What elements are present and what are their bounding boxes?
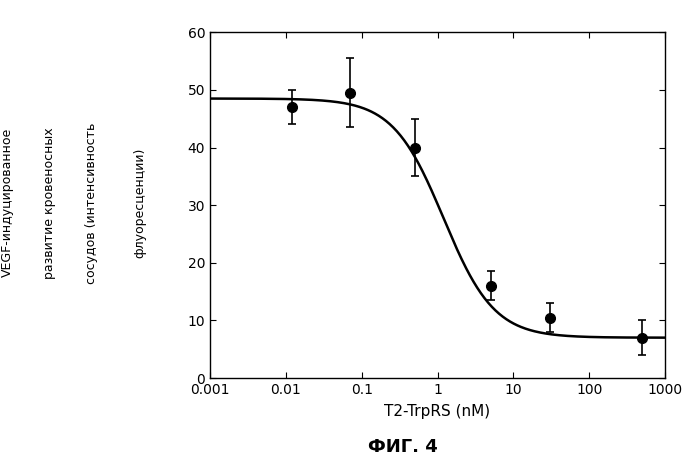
Text: VEGF-индуцированное: VEGF-индуцированное (1, 128, 13, 278)
Text: флуоресценции): флуоресценции) (134, 148, 146, 258)
Text: ФИГ. 4: ФИГ. 4 (368, 438, 438, 456)
X-axis label: T2-TrpRS (nM): T2-TrpRS (nM) (384, 404, 491, 419)
Text: развитие кровеносных: развитие кровеносных (43, 127, 55, 278)
Text: сосудов (интенсивность: сосудов (интенсивность (85, 122, 97, 284)
